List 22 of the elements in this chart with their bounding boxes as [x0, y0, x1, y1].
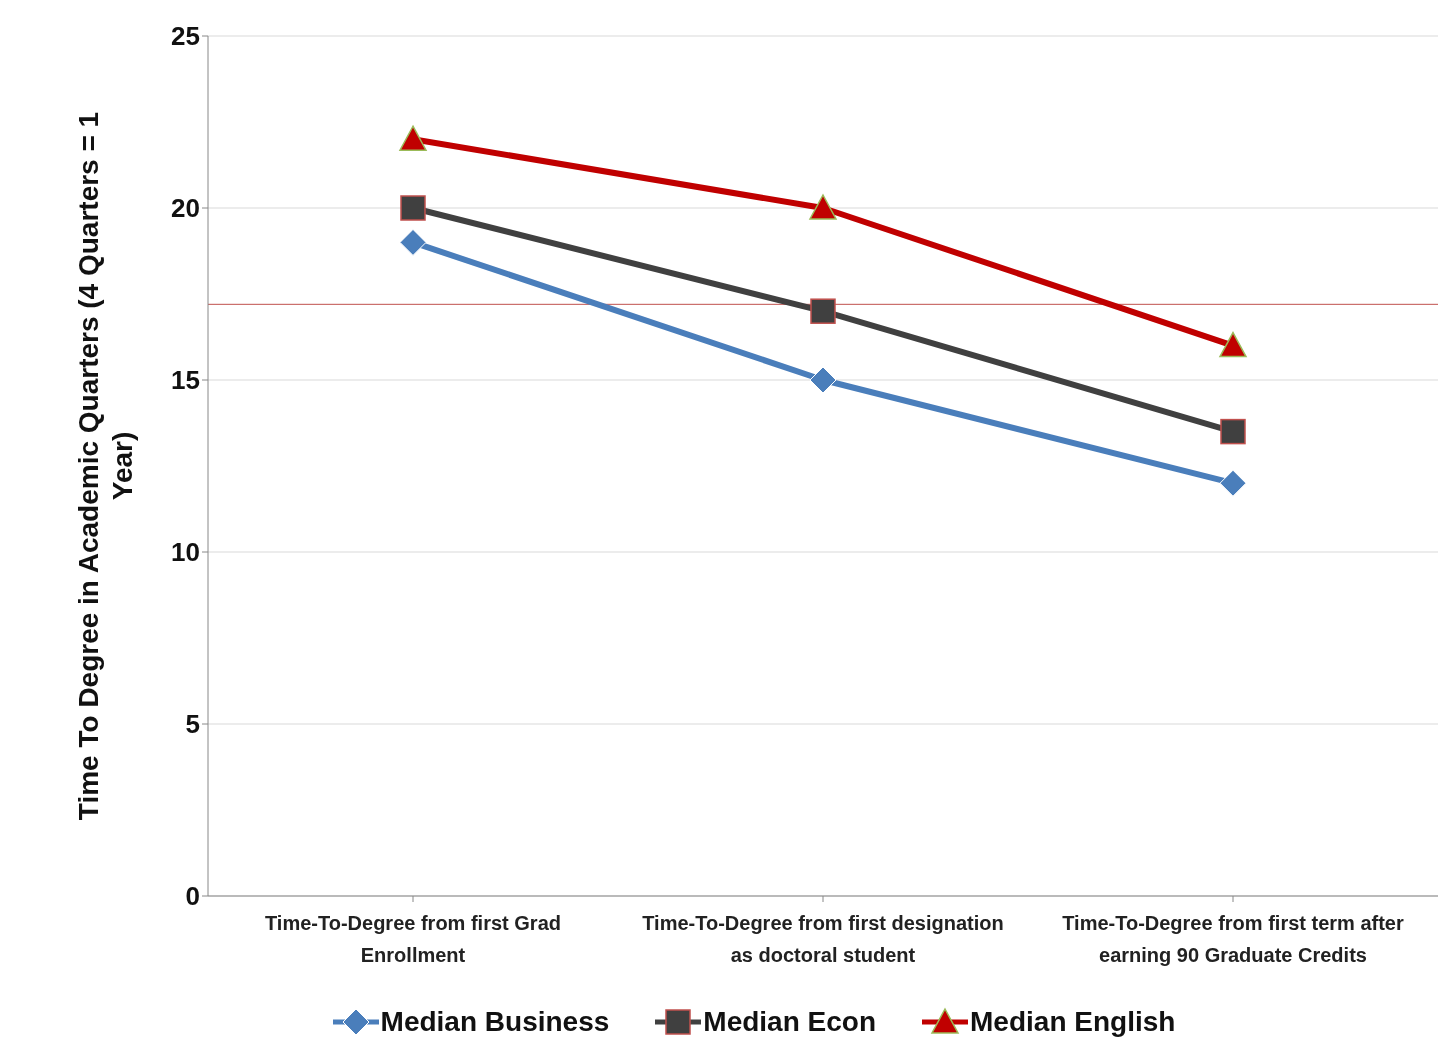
point: [1219, 469, 1247, 497]
y-axis-title: Time To Degree in Academic Quarters (4 Quarters = 1 Year): [73, 111, 138, 821]
y-tick-label: 5: [185, 709, 200, 740]
point: [809, 194, 837, 220]
legend-label: Median English: [970, 1006, 1176, 1038]
x-tick-label: Time-To-Degree from first Grad Enrollment: [265, 912, 561, 966]
point: [400, 195, 426, 221]
point: [809, 366, 837, 394]
y-tick-label: 10: [171, 537, 200, 568]
y-tick-label: 20: [171, 193, 200, 224]
x-tick-label: Time-To-Degree from first term after earning 90 Graduate Credits: [1062, 912, 1404, 966]
y-tick-label: 25: [171, 21, 200, 52]
point: [399, 125, 427, 151]
point: [1219, 331, 1247, 358]
point: [1220, 418, 1246, 445]
legend-label: Median Business: [380, 1006, 610, 1038]
point: [399, 228, 427, 256]
y-tick-label: 15: [171, 365, 200, 396]
legend-label: Median Econ: [703, 1006, 877, 1038]
x-tick-label: Time-To-Degree from first designation as doctoral student: [642, 912, 1004, 966]
y-tick-label: 0: [185, 881, 200, 912]
point: [810, 298, 836, 324]
